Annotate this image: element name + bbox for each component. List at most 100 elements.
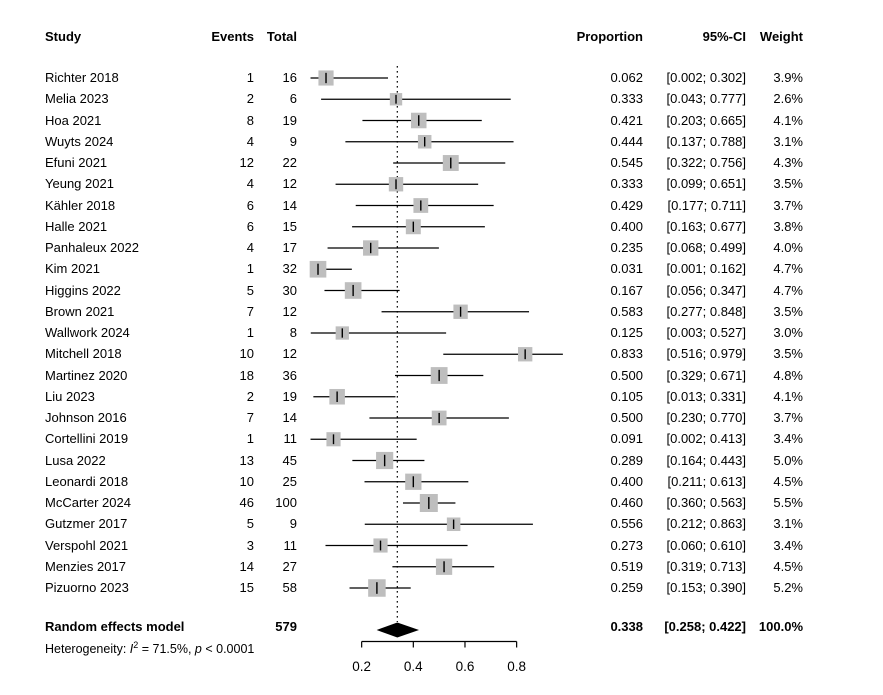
ci-cell: [0.516; 0.979] [666, 346, 746, 362]
ci-cell: [0.319; 0.713] [666, 558, 746, 574]
weight-cell: 5.0% [773, 452, 803, 468]
ci-cell: [0.230; 0.770] [666, 410, 746, 425]
proportion-cell: 0.583 [610, 303, 643, 319]
ci-cell: [0.211; 0.613] [667, 473, 746, 489]
total-cell: 19 [282, 388, 297, 404]
weight-cell: 4.0% [773, 240, 803, 255]
events-cell: 4 [246, 133, 254, 149]
ci-cell: [0.002; 0.302] [666, 70, 746, 85]
proportion-cell: 0.259 [610, 580, 643, 595]
table-row: Wallwork 2024 1 8 0.125 [0.003; 0.527] 3.0% [0, 323, 883, 343]
ci-cell: [0.043; 0.777] [666, 91, 746, 107]
summary-total: 579 [275, 619, 297, 634]
total-cell: 22 [282, 155, 297, 170]
study-name-cell: Kim 2021 [45, 261, 100, 277]
weight-cell: 5.5% [773, 495, 803, 510]
summary-row: Random effects model 579 0.338 [0.258; 0… [0, 617, 883, 637]
ci-cell: [0.001; 0.162] [666, 261, 746, 277]
ci-cell: [0.164; 0.443] [666, 452, 746, 468]
study-name-cell: Efuni 2021 [45, 155, 108, 170]
het-prefix: Heterogeneity: [45, 642, 130, 656]
weight-cell: 3.8% [773, 218, 803, 234]
study-name-cell: Yeung 2021 [45, 176, 114, 192]
events-cell: 5 [246, 516, 254, 532]
proportion-cell: 0.125 [610, 325, 643, 340]
het-tail: < 0.0001 [201, 642, 255, 656]
events-cell: 15 [239, 580, 254, 595]
total-cell: 30 [282, 282, 297, 298]
study-name-cell: Verspohl 2021 [45, 537, 129, 553]
events-cell: 2 [246, 388, 254, 404]
total-cell: 8 [289, 325, 297, 340]
table-row: Martinez 2020 18 36 0.500 [0.329; 0.671] 4.8% [0, 366, 883, 386]
total-cell: 19 [282, 112, 297, 128]
table-row: Brown 2021 7 12 0.583 [0.277; 0.848] 3.5% [0, 302, 883, 322]
events-cell: 1 [246, 431, 254, 447]
weight-cell: 3.5% [773, 346, 803, 362]
het-i-symbol: I [129, 642, 134, 656]
events-cell: 14 [239, 558, 254, 574]
study-name-cell: Johnson 2016 [45, 410, 127, 425]
study-name-cell: Menzies 2017 [45, 558, 126, 574]
proportion-cell: 0.167 [610, 282, 643, 298]
events-cell: 4 [246, 240, 254, 255]
study-name-cell: Melia 2023 [45, 91, 109, 107]
table-row: Lusa 2022 13 45 0.289 [0.164; 0.443] 5.0% [0, 451, 883, 471]
study-name-cell: Wallwork 2024 [45, 325, 130, 340]
x-axis-label: 0.8 [507, 659, 526, 674]
table-row: Halle 2021 6 15 0.400 [0.163; 0.677] 3.8% [0, 217, 883, 237]
events-cell: 18 [239, 367, 254, 383]
table-row: Verspohl 2021 3 11 0.273 [0.060; 0.610] 3.4% [0, 536, 883, 556]
header-total: Total [266, 29, 297, 44]
table-row: Pizuorno 2023 15 58 0.259 [0.153; 0.390] 5.2% [0, 578, 883, 598]
ci-cell: [0.329; 0.671] [666, 367, 746, 383]
ci-cell: [0.277; 0.848] [666, 303, 746, 319]
ci-cell: [0.360; 0.563] [666, 495, 746, 510]
total-cell: 45 [282, 452, 297, 468]
header-row: Study Events Total Proportion 95%-CI Wei… [0, 27, 883, 47]
proportion-cell: 0.333 [610, 176, 643, 192]
study-name-cell: Panhaleux 2022 [45, 240, 139, 255]
table-row: Kähler 2018 6 14 0.429 [0.177; 0.711] 3.7% [0, 196, 883, 216]
weight-cell: 3.0% [773, 325, 803, 340]
events-cell: 1 [246, 70, 254, 85]
study-name-cell: Pizuorno 2023 [45, 580, 129, 595]
proportion-cell: 0.500 [610, 410, 643, 425]
proportion-cell: 0.444 [610, 133, 643, 149]
events-cell: 13 [239, 452, 254, 468]
ci-cell: [0.003; 0.527] [666, 325, 746, 340]
header-events: Events [211, 29, 254, 44]
proportion-cell: 0.429 [610, 197, 643, 213]
events-cell: 1 [246, 325, 254, 340]
study-name-cell: Liu 2023 [45, 388, 95, 404]
study-name-cell: Leonardi 2018 [45, 473, 129, 489]
weight-cell: 3.7% [773, 410, 803, 425]
header-study: Study [45, 29, 82, 44]
weight-cell: 4.5% [773, 473, 803, 489]
proportion-cell: 0.091 [610, 431, 643, 447]
ci-cell: [0.203; 0.665] [666, 112, 746, 128]
ci-cell: [0.163; 0.677] [666, 218, 746, 234]
total-cell: 14 [282, 197, 297, 213]
proportion-cell: 0.333 [610, 91, 643, 107]
header-weight: Weight [759, 29, 803, 44]
proportion-cell: 0.289 [610, 452, 643, 468]
header-proportion: Proportion [576, 29, 643, 44]
table-row: Wuyts 2024 4 9 0.444 [0.137; 0.788] 3.1% [0, 132, 883, 152]
weight-cell: 3.1% [773, 133, 803, 149]
study-name-cell: Hoa 2021 [45, 112, 102, 128]
table-row: Panhaleux 2022 4 17 0.235 [0.068; 0.499] 4.0% [0, 238, 883, 258]
weight-cell: 4.1% [773, 112, 803, 128]
ci-cell: [0.013; 0.331] [666, 388, 746, 404]
table-row: McCarter 2024 46 100 0.460 [0.360; 0.563] 5.5… [0, 493, 883, 513]
events-cell: 8 [246, 112, 254, 128]
weight-cell: 4.8% [773, 367, 803, 383]
summary-weight: 100.0% [758, 619, 803, 634]
study-name-cell: Kähler 2018 [45, 197, 116, 213]
events-cell: 7 [246, 410, 254, 425]
ci-cell: [0.002; 0.413] [666, 431, 746, 447]
study-name-cell: Lusa 2022 [45, 452, 106, 468]
study-name-cell: Wuyts 2024 [45, 133, 114, 149]
table-row: Yeung 2021 4 12 0.333 [0.099; 0.651] 3.5% [0, 174, 883, 194]
